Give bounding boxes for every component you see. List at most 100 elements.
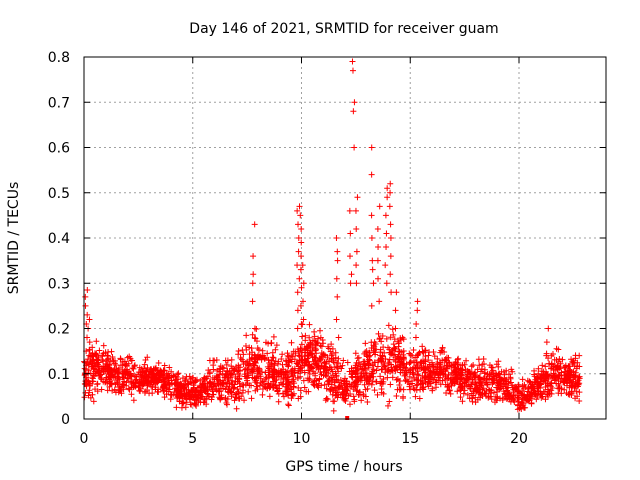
data-point [173,385,180,392]
data-point [437,349,444,356]
data-point [89,344,96,351]
data-point [430,369,437,376]
data-point [426,349,433,356]
data-point [102,378,109,385]
data-point [98,386,105,393]
data-point [396,349,403,356]
data-point [306,321,313,328]
data-point [562,363,569,370]
data-point [86,387,93,394]
data-point [125,385,132,392]
y-tick-label: 0.6 [48,141,70,157]
data-point [334,389,341,396]
data-point [218,392,225,399]
data-point [228,379,235,386]
data-point [475,374,482,381]
data-point [299,321,306,328]
data-point [86,346,93,353]
x-tick-label: 5 [188,431,197,447]
data-point [209,374,216,381]
data-point [252,335,259,342]
data-point [542,379,549,386]
data-point [108,380,115,387]
data-point [331,398,338,405]
data-point [107,358,114,365]
data-point [382,212,389,219]
data-point [306,362,313,369]
data-point [297,212,304,219]
x-tick-label: 15 [401,431,419,447]
data-point [193,402,200,409]
data-point [566,367,573,374]
data-point [481,375,488,382]
data-point [378,355,385,362]
data-point [545,393,552,400]
data-point [109,354,116,361]
data-point [274,387,281,394]
data-point [355,359,362,366]
data-point [485,394,492,401]
data-point [415,372,422,379]
data-point [300,280,307,287]
y-axis-label: SRMTID / TECUs [6,182,22,295]
data-point [379,380,386,387]
data-point [410,359,417,366]
data-point [323,367,330,374]
data-point [444,362,451,369]
data-point [234,378,241,385]
data-point [368,171,375,178]
data-point [290,372,297,379]
data-point [349,67,356,74]
data-point [251,325,258,332]
data-point [174,371,181,378]
data-point [334,364,341,371]
data-point [518,399,525,406]
data-point [365,362,372,369]
data-point [317,342,324,349]
data-point [233,390,240,397]
data-point [294,262,301,269]
y-tick-label: 0.4 [48,231,70,247]
data-point [323,385,330,392]
data-point [115,384,122,391]
data-point [379,366,386,373]
data-point [283,358,290,365]
data-point [535,365,542,372]
data-point [122,362,129,369]
data-point [389,350,396,357]
data-point [170,372,177,379]
x-tick-label: 20 [510,431,528,447]
data-point [251,334,258,341]
data-point [384,402,391,409]
data-point [472,388,479,395]
data-point [263,374,270,381]
data-point [232,365,239,372]
data-point [512,383,519,390]
data-point [185,381,192,388]
data-point [460,390,467,397]
data-point [421,369,428,376]
data-point [168,392,175,399]
data-point [219,381,226,388]
data-point [261,355,268,362]
data-point [288,395,295,402]
data-point [295,221,302,228]
data-point [488,369,495,376]
data-point [269,368,276,375]
data-point [289,366,296,373]
data-point [414,298,421,305]
data-point [428,376,435,383]
data-point [443,389,450,396]
data-point [231,381,238,388]
data-point [250,362,257,369]
data-point [368,345,375,352]
data-point [99,352,106,359]
data-point [100,342,107,349]
data-point [539,390,546,397]
data-point [530,387,537,394]
data-point [179,383,186,390]
data-point [417,386,424,393]
data-point [387,368,394,375]
data-point [140,381,147,388]
data-point [280,376,287,383]
